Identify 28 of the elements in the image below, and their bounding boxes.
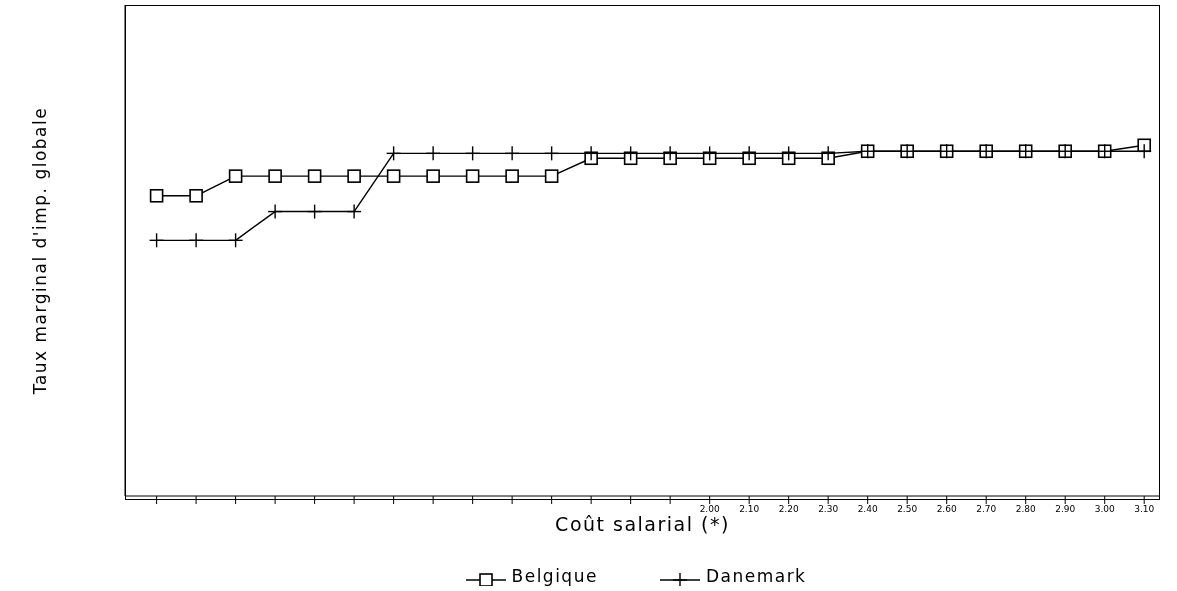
- point: [1137, 138, 1151, 153]
- x-tick-label: 3.10: [1134, 504, 1155, 515]
- point: [307, 169, 322, 183]
- x-tick-label: 2.30: [818, 504, 839, 515]
- point: [465, 169, 480, 183]
- x-tick-label: 2.90: [1055, 504, 1076, 515]
- point: [347, 169, 361, 183]
- point: [386, 169, 401, 183]
- x-tick-label: 2.50: [897, 504, 918, 515]
- point: [544, 169, 559, 183]
- point: [189, 188, 203, 203]
- x-tick-label: 2.70: [976, 504, 997, 515]
- legend-label: Danemark: [705, 566, 807, 586]
- point: [505, 169, 519, 183]
- point: [426, 169, 440, 183]
- point: [268, 169, 282, 183]
- y-axis-title: Taux marginal d'imp. globale: [30, 106, 51, 396]
- x-tick-label: 2.40: [857, 504, 878, 515]
- x-axis-title: Coût salarial (*): [555, 513, 730, 535]
- x-tick-label: 2.20: [778, 504, 799, 515]
- point: [149, 188, 164, 203]
- x-tick-label: 2.60: [936, 504, 957, 515]
- legend-label: Belgique: [511, 566, 598, 586]
- x-tick-label: 3.00: [1094, 504, 1115, 515]
- x-tick-label: 2.80: [1015, 504, 1036, 515]
- point: [228, 169, 243, 183]
- x-tick-label: 2.00: [699, 504, 720, 515]
- x-tick-label: 2.10: [739, 504, 760, 515]
